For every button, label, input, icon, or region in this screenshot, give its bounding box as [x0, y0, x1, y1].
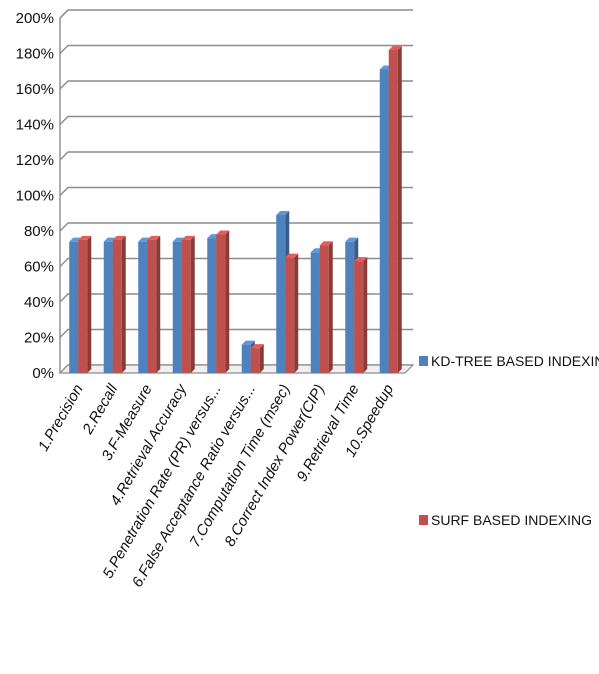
y-axis [59, 9, 69, 373]
bar [310, 252, 320, 373]
bar-top [285, 253, 299, 258]
bar [69, 241, 79, 373]
bar [379, 69, 389, 373]
bar-side [87, 235, 92, 373]
y-tick-label: 60% [24, 259, 54, 276]
bar-top [388, 45, 402, 50]
bar-side [328, 241, 333, 373]
bar-top [181, 235, 195, 240]
gridline [59, 222, 413, 232]
y-tick-label: 180% [16, 46, 54, 63]
legend-label: KD-TREE BASED INDEXING [431, 353, 599, 369]
bar [147, 239, 157, 373]
bar-top [250, 344, 264, 349]
bar-top [354, 257, 368, 262]
bar-top [276, 211, 290, 216]
bar-side [156, 235, 161, 373]
bar-top [147, 235, 161, 240]
bar-side [225, 230, 230, 373]
gridline [59, 80, 413, 90]
gridline [59, 151, 413, 161]
bar [207, 238, 217, 373]
y-tick-label: 0% [32, 365, 54, 382]
bar [241, 344, 251, 373]
bar-side [397, 45, 402, 373]
y-tick-label: 80% [24, 223, 54, 240]
bar [354, 261, 364, 373]
y-tick-label: 160% [16, 81, 54, 98]
bar-top [112, 235, 126, 240]
bar [78, 239, 88, 373]
y-tick-label: 100% [16, 188, 54, 205]
legend: KD-TREE BASED INDEXING SURF BASED INDEXIN… [419, 353, 599, 528]
y-tick-label: 20% [24, 330, 54, 347]
bar-side [363, 257, 368, 373]
legend-swatch [419, 515, 428, 525]
y-tick-label: 40% [24, 294, 54, 311]
bar-top [241, 340, 255, 345]
bar [388, 49, 398, 373]
x-axis-categories: 1.Precision2.Recall3.F-Measure4.Retrieva… [35, 380, 397, 590]
bar [112, 239, 122, 373]
gridline [59, 186, 413, 196]
bar [276, 215, 286, 373]
bar [181, 239, 191, 373]
bar [103, 241, 113, 373]
bar [285, 257, 295, 373]
bar-side [294, 253, 299, 373]
bar-top [78, 235, 92, 240]
bar-side [190, 235, 195, 373]
bar [345, 241, 355, 373]
legend-swatch [419, 356, 428, 366]
gridline [59, 44, 413, 54]
gridline [59, 9, 413, 19]
bar-side [121, 235, 126, 373]
y-tick-label: 140% [16, 117, 54, 134]
bar [319, 245, 329, 373]
y-tick-label: 200% [16, 10, 54, 27]
bar [172, 241, 182, 373]
bar-top [216, 230, 230, 235]
legend-label: SURF BASED INDEXING [431, 512, 592, 528]
y-tick-label: 120% [16, 152, 54, 169]
gridline [59, 115, 413, 125]
x-category-label: 1.Precision [35, 382, 87, 455]
bar-top [319, 241, 333, 246]
bar-side [259, 344, 264, 373]
bar [138, 241, 148, 373]
bar-top [345, 237, 359, 242]
bar [216, 234, 226, 373]
y-axis-ticks: 0% 20% 40% 60% 80% 100% 120% 140% 160% 180% 200% [16, 10, 54, 382]
bar [250, 348, 260, 373]
bars [69, 45, 402, 373]
